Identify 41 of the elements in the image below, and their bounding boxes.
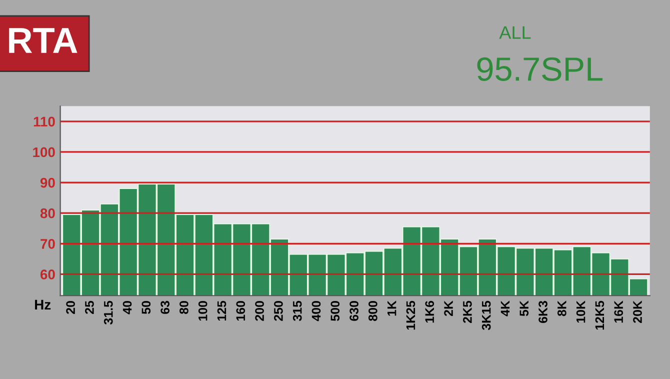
- x-tick-label: 4K: [500, 300, 510, 316]
- x-axis-title: Hz: [35, 300, 51, 310]
- x-tick-label: 200: [255, 300, 264, 321]
- text: ALL: [499, 26, 531, 39]
- x-tick-label: 630: [350, 300, 358, 321]
- x-tick-label: 10K: [576, 300, 586, 323]
- y-tick-label: 60: [40, 270, 55, 280]
- x-tick-label: 500: [330, 300, 340, 321]
- x-tick-label: 250: [274, 300, 283, 321]
- x-tick-label: 16K: [614, 300, 624, 323]
- x-tick-label: 1K25: [406, 300, 416, 330]
- x-tick-label: 125: [217, 300, 226, 321]
- x-tick-label: 315: [292, 300, 302, 322]
- x-tick-label: 31.5: [104, 300, 113, 325]
- x-tick-label: 25: [85, 300, 94, 314]
- x-tick-label: 6K3: [538, 300, 548, 323]
- chart-title: RTA: [9, 28, 78, 53]
- x-tick-label: 63: [160, 300, 170, 314]
- x-tick-label: 40: [122, 300, 132, 314]
- y-tick-label: 90: [40, 178, 55, 188]
- x-tick-label: 2K: [444, 300, 453, 316]
- x-tick-label: 12K5: [595, 300, 604, 330]
- x-tick-label: 80: [180, 300, 188, 314]
- y-tick-label: 80: [40, 208, 55, 218]
- x-tick-label: 20: [66, 300, 75, 314]
- x-tick-label: 400: [312, 300, 321, 322]
- x-tick-label: 3K15: [482, 300, 491, 330]
- y-tick-label: 100: [33, 147, 55, 158]
- x-tick-label: 1K: [388, 300, 396, 316]
- y-tick-label: 70: [40, 238, 55, 249]
- y-tick-label: 110: [34, 116, 55, 127]
- x-tick-label: 100: [198, 300, 208, 321]
- x-tick-label: 1K6: [425, 300, 434, 323]
- x-tick-label: 20K: [633, 300, 642, 323]
- x-tick-label: 5K: [520, 300, 529, 316]
- x-tick-label: 2K5: [462, 300, 472, 323]
- x-tick-label: 50: [142, 300, 151, 314]
- x-tick-label: 8K: [557, 300, 566, 316]
- text: 95.7SPL: [477, 57, 602, 81]
- x-tick-label: 800: [368, 300, 378, 321]
- x-tick-label: 160: [236, 300, 246, 321]
